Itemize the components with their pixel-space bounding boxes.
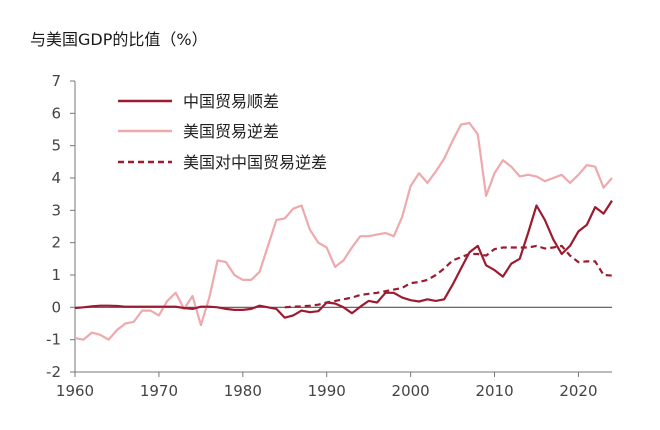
tick-labels: -2 -1 0 1 2 3 4 5 6 7 1960 1970 1980 1990 2000 2010 2020: [46, 72, 598, 400]
y-tick-label: 5: [51, 137, 61, 155]
y-tick-label: 1: [51, 266, 61, 284]
legend-label-1: 美国贸易逆差: [183, 122, 279, 141]
y-tick-label: 0: [51, 298, 61, 316]
legend-label-0: 中国贸易顺差: [183, 92, 279, 111]
legend-label-2: 美国对中国贸易逆差: [183, 153, 327, 172]
y-tick-label: 4: [51, 169, 61, 187]
series-line-2: [284, 244, 613, 309]
y-tick-label: 3: [51, 201, 61, 219]
series-lines: [74, 121, 613, 341]
axes: [70, 80, 612, 377]
x-tick-label: 1980: [224, 382, 262, 400]
x-tick-label: 1960: [56, 382, 94, 400]
y-tick-label: -1: [46, 331, 61, 349]
chart-title: 与美国GDP的比值（%）: [30, 30, 208, 49]
x-tick-label: 1990: [308, 382, 346, 400]
y-tick-label: -2: [46, 363, 61, 381]
x-tick-label: 2000: [392, 382, 430, 400]
y-tick-label: 7: [51, 72, 61, 90]
y-tick-label: 6: [51, 104, 61, 122]
x-tick-label: 2020: [559, 382, 597, 400]
x-tick-label: 1970: [140, 382, 178, 400]
y-tick-label: 2: [51, 234, 61, 252]
x-tick-label: 2010: [475, 382, 513, 400]
series-line-0: [74, 200, 613, 319]
